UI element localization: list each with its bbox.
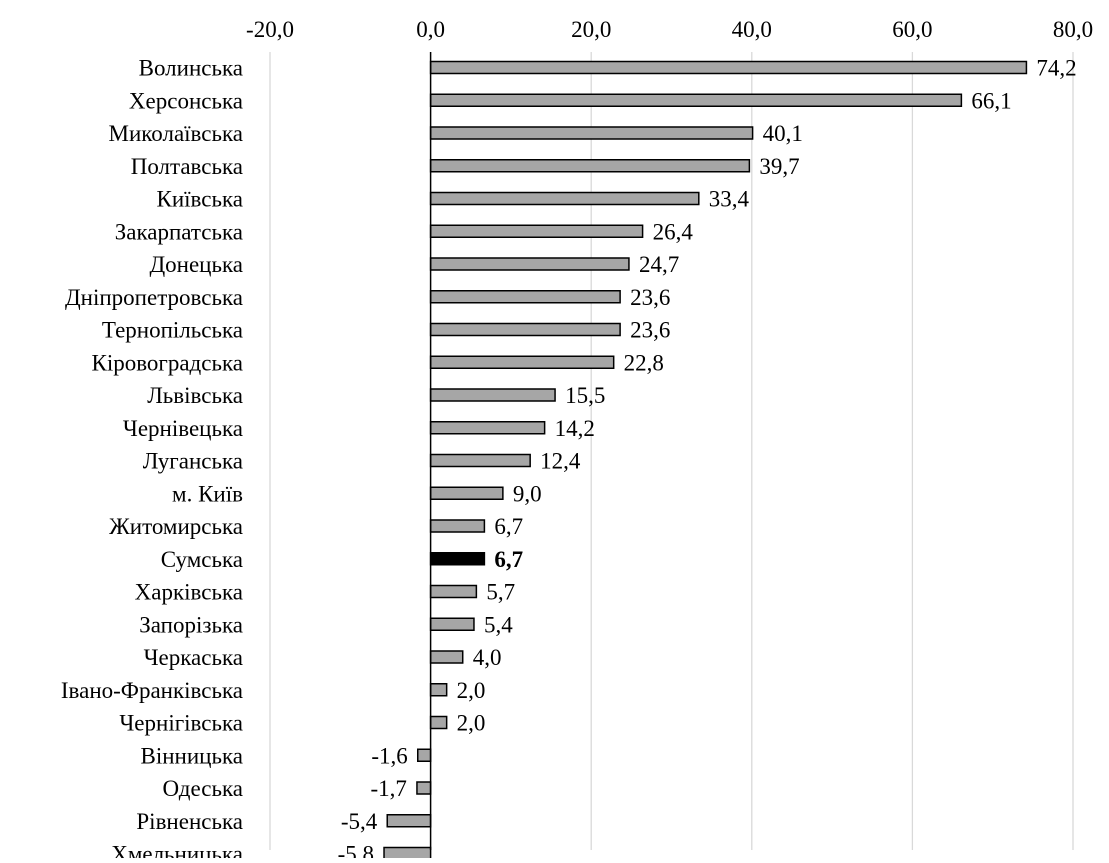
category-label: Донецька xyxy=(149,252,243,277)
bar xyxy=(429,290,621,304)
data-label: -1,7 xyxy=(371,776,407,801)
data-label: 2,0 xyxy=(457,711,486,736)
category-labels: Волинська Херсонська Миколаївська Полтавськ… xyxy=(61,56,244,863)
data-labels: 74,2 66,1 40,1 39,7 33,4 26,4 24,7 23,6 23,6 22,8… xyxy=(338,56,1077,863)
data-label: 9,0 xyxy=(513,481,542,506)
category-label: Харківська xyxy=(135,580,243,605)
data-label: 5,4 xyxy=(484,612,513,637)
bar xyxy=(429,552,486,566)
bar xyxy=(429,355,615,369)
x-tick-label: 80,0 xyxy=(1053,17,1093,42)
data-label: -5,8 xyxy=(338,842,374,859)
data-label: 12,4 xyxy=(540,449,581,474)
data-label: 5,7 xyxy=(486,580,515,605)
bar xyxy=(429,388,556,402)
bar xyxy=(429,519,486,533)
category-label: Вінницька xyxy=(141,743,244,768)
data-label: 23,6 xyxy=(630,285,670,310)
bar xyxy=(383,846,432,861)
category-label: Київська xyxy=(157,187,244,212)
data-label: 66,1 xyxy=(971,88,1011,113)
bar xyxy=(429,60,1028,75)
data-label: 14,2 xyxy=(555,416,595,441)
category-label: Запорізька xyxy=(139,612,243,637)
bar xyxy=(429,650,464,664)
bar xyxy=(429,93,963,107)
category-label: Херсонська xyxy=(129,88,243,113)
bar xyxy=(429,486,504,500)
data-label: 40,1 xyxy=(763,121,803,146)
x-axis-tick-labels: -20,0 0,0 20,0 40,0 60,0 80,0 xyxy=(246,17,1093,42)
category-label: Тернопільська xyxy=(102,318,243,343)
data-label: 26,4 xyxy=(653,219,694,244)
data-label: 4,0 xyxy=(473,645,502,670)
x-tick-label: 60,0 xyxy=(892,17,932,42)
bar xyxy=(429,683,448,697)
bar xyxy=(429,715,448,730)
bar xyxy=(429,126,754,140)
data-label: 39,7 xyxy=(759,154,799,179)
category-label: Дніпропетровська xyxy=(65,285,243,310)
category-label: Сумська xyxy=(161,547,243,572)
data-label: -5,4 xyxy=(341,809,378,834)
category-label: Полтавська xyxy=(131,154,243,179)
category-label: Львівська xyxy=(147,383,243,408)
category-label: Черкаська xyxy=(144,645,243,670)
category-label: Миколаївська xyxy=(109,121,244,146)
data-label: 33,4 xyxy=(709,187,750,212)
bar xyxy=(429,584,478,599)
bars xyxy=(383,60,1028,861)
gridlines xyxy=(269,52,1074,850)
bar xyxy=(429,224,644,238)
bar xyxy=(429,453,531,468)
category-label: Івано-Франківська xyxy=(61,678,243,703)
category-label: Житомирська xyxy=(109,514,243,539)
data-label: 15,5 xyxy=(565,383,605,408)
bar xyxy=(429,322,621,337)
category-label: м. Київ xyxy=(172,481,243,506)
category-label: Чернігівська xyxy=(119,711,243,736)
bar xyxy=(429,257,630,271)
data-label: 23,6 xyxy=(630,318,670,343)
data-label: 24,7 xyxy=(639,252,679,277)
bar xyxy=(429,191,700,206)
data-label: -1,6 xyxy=(371,743,407,768)
x-tick-label: -20,0 xyxy=(246,17,294,42)
bar xyxy=(429,421,546,435)
category-label: Рівненська xyxy=(136,809,243,834)
category-label: Закарпатська xyxy=(115,219,243,244)
data-label: 6,7 xyxy=(494,514,523,539)
category-label: Кіровоградська xyxy=(91,350,243,375)
category-label: Луганська xyxy=(143,449,243,474)
bar xyxy=(386,814,432,828)
x-tick-label: 40,0 xyxy=(732,17,772,42)
category-label: Волинська xyxy=(139,56,243,81)
x-tick-label: 20,0 xyxy=(571,17,611,42)
bar xyxy=(429,159,751,173)
data-label: 2,0 xyxy=(457,678,486,703)
category-label: Одеська xyxy=(162,776,243,801)
bar xyxy=(416,781,432,795)
bar xyxy=(429,617,475,631)
category-label: Хмельницька xyxy=(111,842,243,859)
data-label: 22,8 xyxy=(624,350,664,375)
bar xyxy=(417,748,432,762)
category-label: Чернівецька xyxy=(123,416,243,441)
data-label: 6,7 xyxy=(494,547,523,572)
x-tick-label: 0,0 xyxy=(416,17,445,42)
data-label: 74,2 xyxy=(1036,56,1076,81)
